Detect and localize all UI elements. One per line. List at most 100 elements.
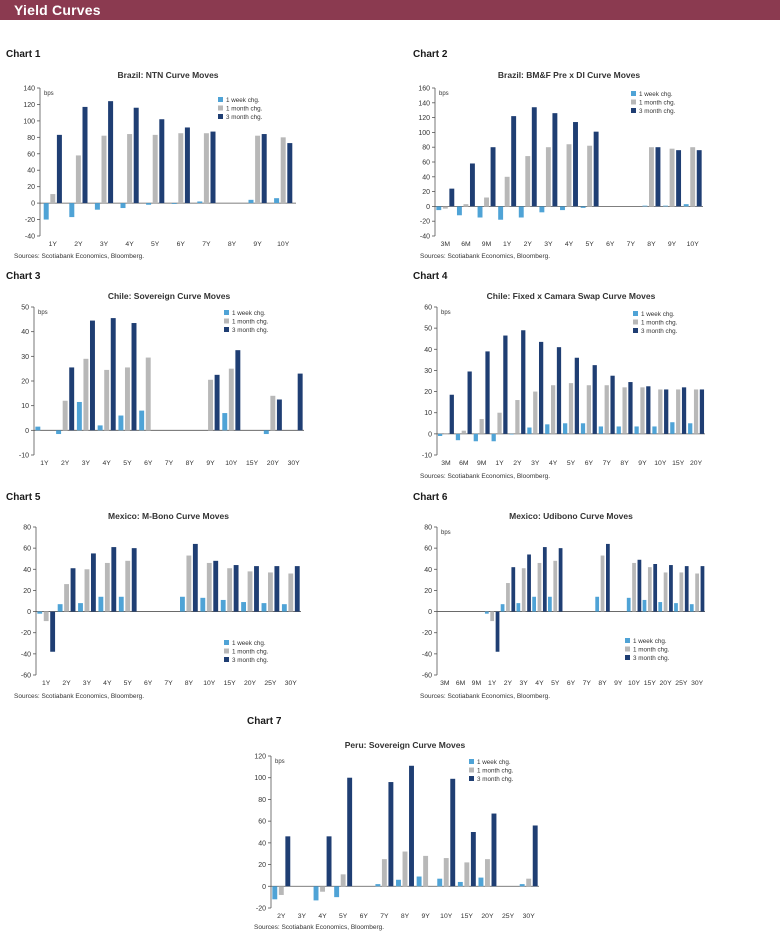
bar-1-month-chg--9y <box>640 387 645 434</box>
bar-3-month-chg--25y <box>684 566 689 612</box>
y-tick-label: 50 <box>424 326 432 333</box>
x-tick-label: 3Y <box>83 680 92 687</box>
y-tick-label: 140 <box>23 86 35 93</box>
bar-3-month-chg--4y <box>111 547 117 612</box>
legend-swatch <box>633 311 638 316</box>
bar-1-month-chg--3m <box>442 206 448 209</box>
bar-1-week-chg--10y <box>274 198 280 204</box>
bar-1-month-chg--10y <box>280 137 286 204</box>
y-tick-label: 20 <box>23 588 31 595</box>
legend-entry: 3 month chg. <box>639 108 676 115</box>
x-tick-label: 7Y <box>380 913 389 920</box>
bar-1-month-chg--7y <box>381 859 387 887</box>
y-tick-label: 40 <box>27 168 35 175</box>
bar-1-month-chg--5y <box>124 367 130 431</box>
bar-1-month-chg--3y <box>545 147 551 207</box>
bar-3-month-chg--1y <box>503 335 508 434</box>
x-tick-label: 15Y <box>461 913 474 920</box>
y-tick-label: 0 <box>428 609 432 616</box>
y-tick-label: 40 <box>424 567 432 574</box>
bar-1-month-chg--3m <box>443 433 449 435</box>
bar-1-month-chg--4y <box>551 385 556 434</box>
bar-3-month-chg--9y <box>214 374 220 431</box>
x-tick-label: 9Y <box>253 241 262 248</box>
x-tick-label: 6M <box>459 460 469 467</box>
legend-swatch <box>218 97 223 102</box>
x-tick-label: 3M <box>441 460 451 467</box>
x-tick-label: 5Y <box>151 241 160 248</box>
bar-1-week-chg--9m <box>477 206 483 218</box>
chart-6-label: Chart 6 <box>413 492 448 503</box>
bar-1-week-chg--2y <box>509 433 514 435</box>
x-tick-label: 10Y <box>203 680 216 687</box>
x-tick-label: 10Y <box>440 913 453 920</box>
chart-6-sources: Sources: Scotiabank Economics, Bloomberg… <box>420 693 551 700</box>
bar-3-month-chg--2y <box>511 567 516 612</box>
bar-1-week-chg--5y <box>548 596 552 612</box>
x-tick-label: 7Y <box>165 460 174 467</box>
bar-1-week-chg--2y <box>272 886 278 900</box>
bar-3-month-chg--4y <box>573 122 578 207</box>
chart-3: Chile: Sovereign Curve Moves bps -10 0 10 20 3… <box>6 287 306 469</box>
unit-label: bps <box>439 91 449 97</box>
x-tick-label: 2Y <box>62 680 71 687</box>
bar-3-month-chg--1y <box>50 611 56 652</box>
bar-1-week-chg--3y <box>539 206 545 213</box>
y-tick-label: 80 <box>258 797 266 804</box>
bar-1-week-chg--30y <box>281 604 287 612</box>
bar-1-month-chg--2y <box>62 400 68 431</box>
bar-3-month-chg--9m <box>490 147 496 207</box>
bar-3-month-chg--15y <box>653 564 658 612</box>
bar-3-month-chg--5y <box>131 548 137 612</box>
x-tick-label: 30Y <box>285 680 298 687</box>
legend-entry: 1 week chg. <box>633 638 667 645</box>
bar-1-month-chg--9y <box>423 855 429 887</box>
chart-4-svg: Chile: Fixed x Camara Swap Curve Moves bp… <box>422 291 705 467</box>
legend-entry: 1 month chg. <box>641 320 678 327</box>
x-tick-label: 9Y <box>206 460 215 467</box>
bar-1-week-chg--20y <box>658 602 663 612</box>
bar-3-month-chg--3y <box>89 320 95 431</box>
bar-1-week-chg--30y <box>689 604 694 612</box>
legend-entry: 1 week chg. <box>226 97 260 104</box>
y-tick-label: 100 <box>418 130 430 137</box>
legend-swatch <box>633 319 638 325</box>
y-tick-label: 60 <box>422 160 430 167</box>
bar-3-month-chg--20y <box>699 389 705 434</box>
x-tick-label: 6Y <box>606 241 615 248</box>
bar-1-week-chg--9y <box>663 205 669 207</box>
legend-swatch <box>218 114 223 119</box>
y-tick-label: 20 <box>27 184 35 191</box>
x-tick-label: 30Y <box>288 460 301 467</box>
bar-1-month-chg--2y <box>64 584 70 612</box>
bar-3-month-chg--7y <box>610 375 615 434</box>
bar-1-month-chg--9y <box>669 148 675 207</box>
bar-1-month-chg--4y <box>104 562 110 612</box>
bar-1-month-chg--6y <box>586 385 591 434</box>
bar-1-month-chg--20y <box>485 859 490 887</box>
y-tick-label: 0 <box>27 609 31 616</box>
chart-1-label: Chart 1 <box>6 49 41 60</box>
bar-1-week-chg--6y <box>580 423 586 434</box>
x-tick-label: 6Y <box>177 241 186 248</box>
y-tick-label: 50 <box>21 305 29 312</box>
x-tick-label: 3M <box>440 680 450 687</box>
chart-5-sources: Sources: Scotiabank Economics, Bloomberg… <box>14 693 145 700</box>
bar-3-month-chg--2y <box>69 367 75 431</box>
bar-1-week-chg--10y <box>683 204 689 207</box>
x-tick-label: 4Y <box>565 241 574 248</box>
bar-1-week-chg--6y <box>139 410 145 431</box>
x-tick-label: 1Y <box>503 241 512 248</box>
bar-1-month-chg--30y <box>526 878 532 887</box>
bar-3-month-chg--5y <box>131 323 137 431</box>
bar-3-month-chg--30y <box>532 825 538 887</box>
legend-entry: 1 week chg. <box>641 311 675 318</box>
bar-3-month-chg--6m <box>467 371 472 434</box>
bar-1-week-chg--6y <box>171 203 177 204</box>
x-tick-label: 25Y <box>675 680 688 687</box>
y-tick-label: 0 <box>428 431 432 438</box>
x-tick-label: 30Y <box>691 680 704 687</box>
bar-1-month-chg--30y <box>695 573 699 612</box>
x-tick-label: 10Y <box>654 460 667 467</box>
bar-1-week-chg--1y <box>43 203 49 220</box>
